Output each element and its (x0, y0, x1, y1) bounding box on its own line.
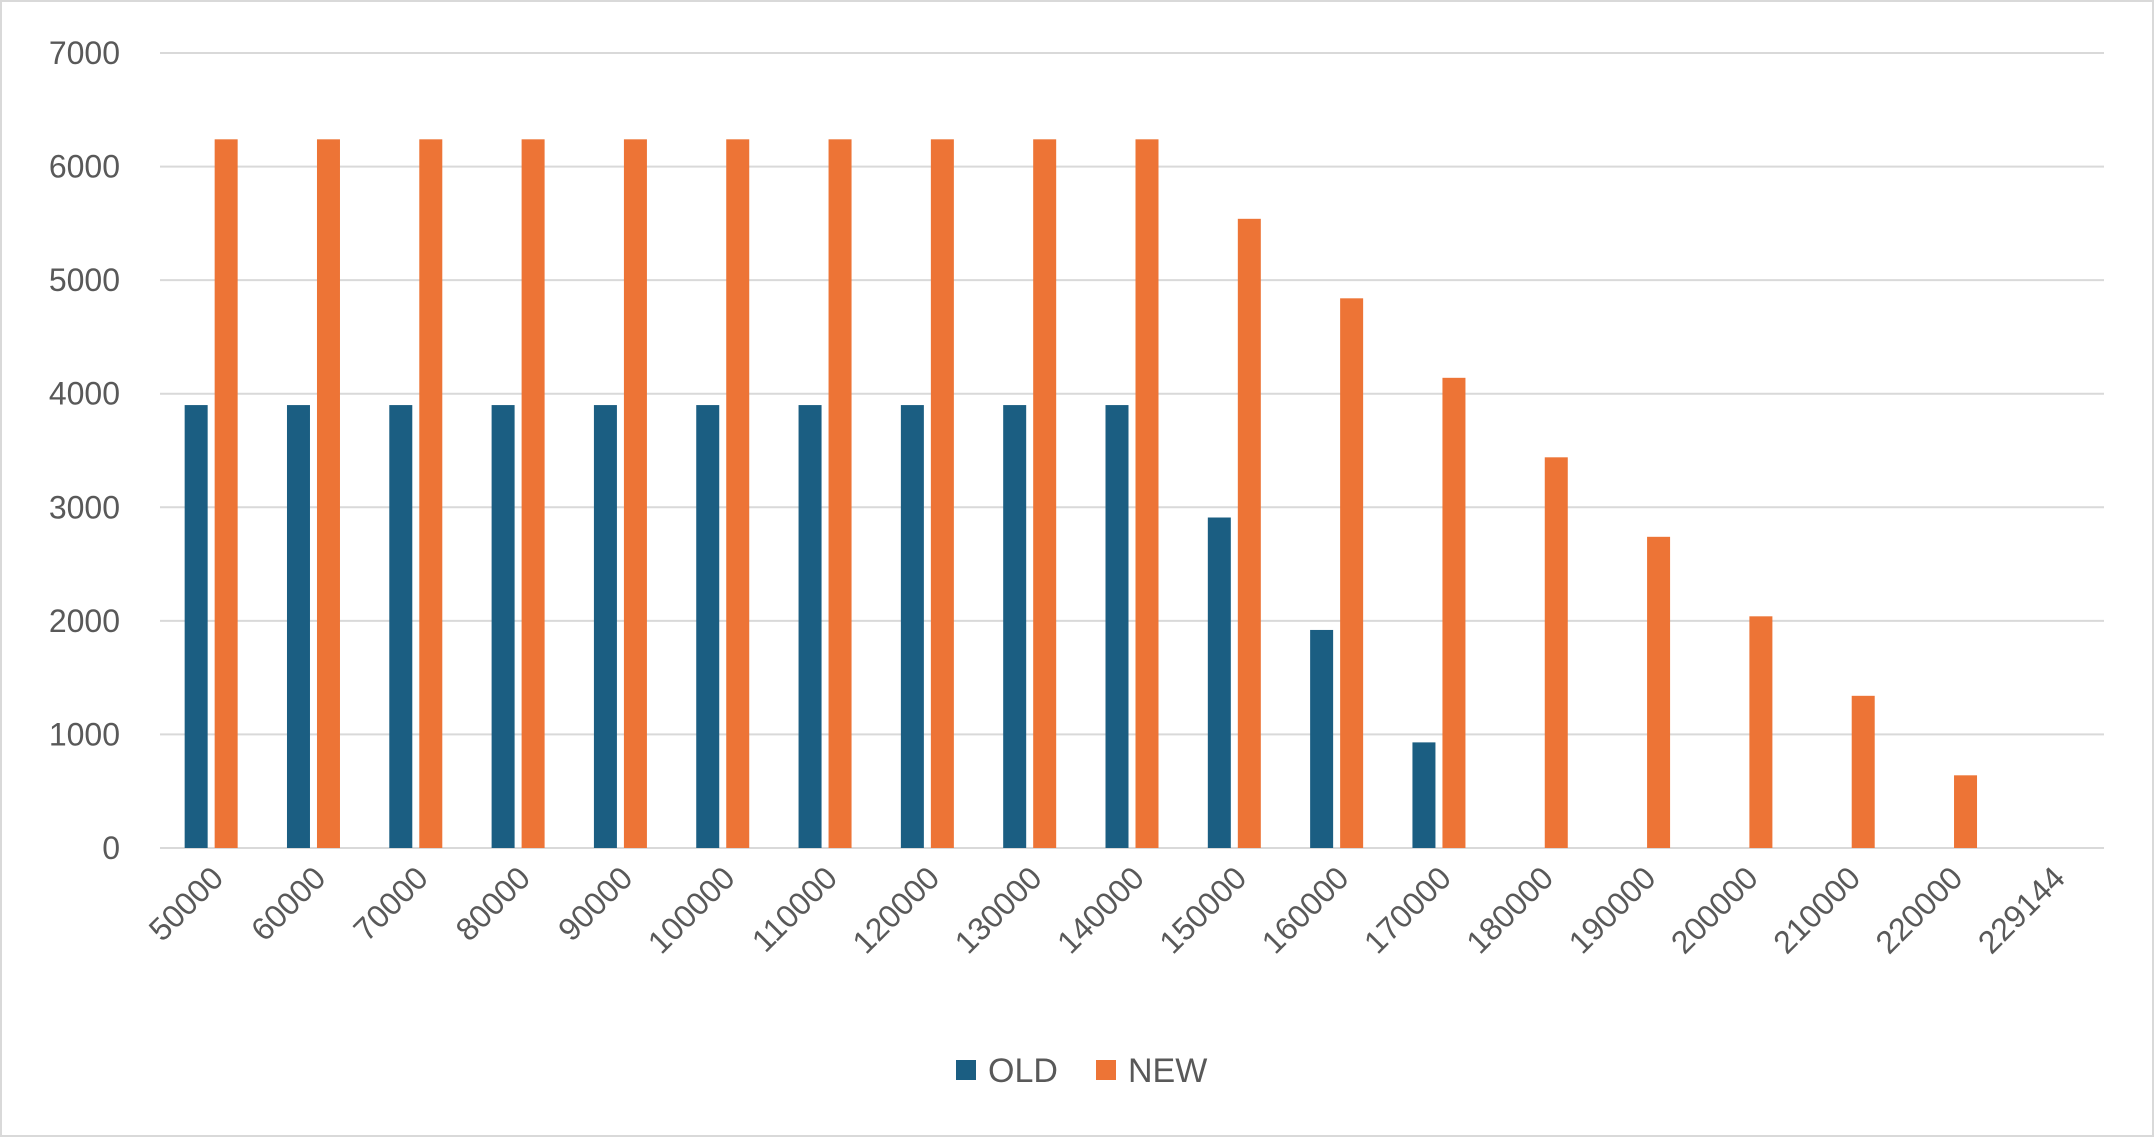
legend-swatch-old (956, 1060, 976, 1080)
x-tick-label: 200000 (1664, 859, 1765, 960)
bar-new-110000 (828, 139, 852, 849)
legend: OLD NEW (956, 1052, 1207, 1090)
bar-old-170000 (1412, 742, 1436, 848)
x-tick-label: 229144 (1971, 859, 2072, 960)
bar-new-100000 (726, 139, 750, 849)
gridlines (160, 52, 2104, 849)
x-tick-label: 220000 (1869, 859, 1970, 960)
bar-new-220000 (1954, 775, 1978, 848)
bar-new-80000 (521, 139, 545, 849)
x-tick-label: 70000 (346, 859, 434, 947)
x-tick-label: 90000 (551, 859, 639, 947)
y-axis-ticks: 0 1000 2000 3000 4000 5000 6000 7000 (49, 35, 120, 866)
x-tick-label: 50000 (142, 859, 230, 947)
y-tick-label: 3000 (49, 489, 120, 525)
y-tick-label: 2000 (49, 603, 120, 639)
legend-label-new: NEW (1128, 1052, 1207, 1090)
bar-new-160000 (1340, 298, 1364, 848)
bar-new-130000 (1033, 139, 1057, 849)
y-tick-label: 5000 (49, 262, 120, 298)
bar-old-50000 (184, 405, 208, 848)
x-tick-label: 210000 (1766, 859, 1867, 960)
bar-new-150000 (1237, 218, 1261, 849)
bar-old-60000 (286, 405, 310, 848)
x-tick-label: 180000 (1459, 859, 1560, 960)
bar-old-140000 (1105, 405, 1129, 848)
bar-new-50000 (214, 139, 238, 849)
bar-old-70000 (389, 405, 413, 848)
y-tick-label: 7000 (49, 35, 120, 71)
bar-old-100000 (696, 405, 720, 848)
y-tick-label: 1000 (49, 716, 120, 752)
bar-old-160000 (1310, 629, 1334, 848)
x-tick-label: 100000 (641, 859, 742, 960)
bar-new-210000 (1851, 695, 1875, 848)
bar-new-90000 (623, 139, 647, 849)
x-tick-label: 80000 (449, 859, 537, 947)
legend-label-old: OLD (988, 1052, 1058, 1090)
bars (184, 139, 1978, 849)
x-tick-label: 110000 (745, 859, 844, 958)
bar-old-90000 (593, 405, 617, 848)
bar-old-110000 (798, 405, 822, 848)
y-tick-label: 4000 (49, 376, 120, 412)
x-tick-label: 160000 (1255, 859, 1356, 960)
bar-new-60000 (316, 139, 340, 849)
legend-swatch-new (1096, 1060, 1116, 1080)
x-tick-label: 190000 (1562, 859, 1663, 960)
x-tick-label: 120000 (845, 859, 946, 960)
y-tick-label: 0 (102, 830, 120, 866)
x-tick-label: 140000 (1050, 859, 1151, 960)
x-axis-ticks: 50000 60000 70000 80000 90000 100000 110000 120… (142, 859, 2072, 960)
bar-old-80000 (491, 405, 515, 848)
x-tick-label: 170000 (1357, 859, 1458, 960)
x-tick-label: 150000 (1152, 859, 1253, 960)
bar-new-180000 (1544, 457, 1568, 848)
bar-new-190000 (1647, 536, 1671, 848)
bar-new-120000 (930, 139, 954, 849)
bar-old-120000 (900, 405, 924, 848)
bar-new-140000 (1135, 139, 1159, 849)
bar-old-130000 (1003, 405, 1027, 848)
x-tick-label: 130000 (948, 859, 1049, 960)
bar-new-70000 (419, 139, 443, 849)
bar-old-150000 (1207, 517, 1231, 848)
y-tick-label: 6000 (49, 149, 120, 185)
bar-new-170000 (1442, 377, 1466, 848)
bar-new-200000 (1749, 616, 1773, 848)
x-tick-label: 60000 (244, 859, 332, 947)
